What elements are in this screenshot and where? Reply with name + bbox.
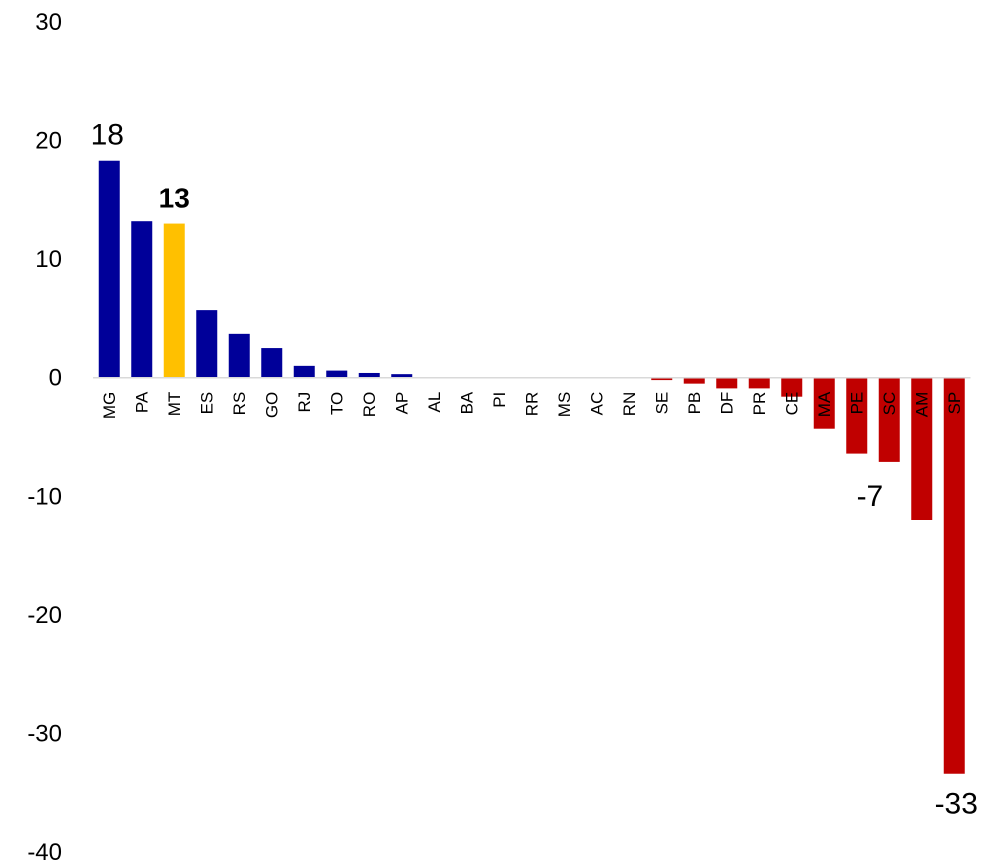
category-label-ba: BA — [458, 391, 477, 414]
category-label-ma: MA — [815, 391, 834, 417]
y-tick-label: 30 — [35, 9, 62, 36]
category-label-pr: PR — [750, 392, 769, 416]
data-label-mt: 13 — [159, 183, 190, 214]
bar-se — [651, 377, 673, 381]
y-tick-label: -40 — [27, 839, 62, 866]
bar-pe — [846, 377, 868, 454]
data-label-sc: -7 — [857, 480, 884, 513]
category-label-pb: PB — [685, 392, 704, 415]
y-axis-tick-labels: 30 20 10 0 -10 -20 -30 -40 — [27, 9, 62, 866]
bar-es — [196, 310, 218, 378]
bar-mg — [98, 160, 120, 378]
category-label-go: GO — [263, 392, 282, 418]
y-tick-label: -30 — [27, 720, 62, 747]
bar-to — [326, 370, 348, 378]
y-tick-label: 10 — [35, 246, 62, 273]
bar-ro — [358, 372, 380, 378]
y-tick-label: -10 — [27, 483, 62, 510]
y-tick-label: -20 — [27, 602, 62, 629]
bar-ap — [391, 374, 413, 378]
bar-pa — [131, 221, 153, 378]
category-label-to: TO — [328, 392, 347, 415]
category-label-ac: AC — [588, 392, 607, 416]
data-label-mg: 18 — [91, 119, 124, 152]
category-label-df: DF — [718, 392, 737, 415]
bar-pb — [683, 377, 705, 384]
category-label-pa: PA — [133, 391, 152, 413]
category-label-rn: RN — [620, 392, 639, 417]
bar-go — [261, 348, 283, 378]
data-labels: 18 13 -7 -33 — [91, 119, 978, 821]
category-label-al: AL — [425, 392, 444, 413]
data-label-sp: -33 — [935, 788, 978, 821]
category-label-es: ES — [198, 392, 217, 415]
category-label-rj: RJ — [295, 392, 314, 413]
bar-rs — [228, 333, 250, 378]
category-labels: MG PA MT ES RS GO RJ TO RO AP AL BA PI RR MS AC RN SE PB DF… — [100, 391, 964, 419]
y-tick-label: 0 — [49, 365, 62, 392]
category-label-ce: CE — [783, 392, 802, 416]
category-label-se: SE — [653, 392, 672, 415]
category-label-rr: RR — [523, 392, 542, 417]
bar-ma — [813, 377, 835, 429]
category-label-ap: AP — [393, 392, 412, 415]
bars — [98, 160, 965, 774]
category-label-rs: RS — [230, 392, 249, 416]
bar-pr — [748, 377, 770, 389]
bar-am — [911, 377, 933, 520]
category-label-mt: MT — [165, 392, 184, 417]
bar-sp — [943, 377, 965, 774]
bar-sc — [878, 377, 900, 462]
bar-ce — [781, 377, 803, 397]
bar-df — [716, 377, 738, 389]
category-label-pe: PE — [848, 392, 867, 415]
category-label-mg: MG — [100, 392, 119, 419]
category-label-pi: PI — [490, 392, 509, 408]
category-label-ms: MS — [555, 392, 574, 418]
y-tick-label: 20 — [35, 128, 62, 155]
category-label-am: AM — [913, 392, 932, 418]
category-label-sc: SC — [880, 392, 899, 416]
bar-rj — [293, 365, 315, 378]
category-label-ro: RO — [360, 392, 379, 418]
bar-mt — [163, 223, 185, 378]
category-label-sp: SP — [945, 392, 964, 415]
